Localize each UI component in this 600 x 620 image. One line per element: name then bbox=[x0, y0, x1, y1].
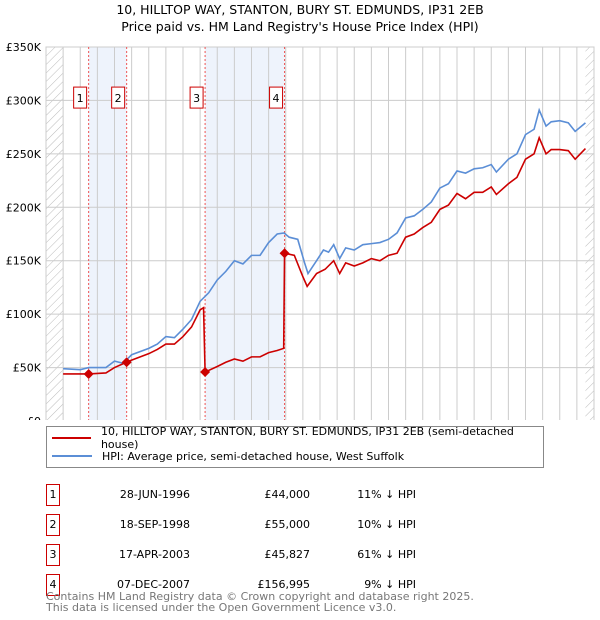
sale-price: £45,827 bbox=[264, 548, 311, 561]
y-tick-label: £150K bbox=[6, 255, 42, 268]
sale-point bbox=[121, 357, 132, 368]
sale-hpi-diff: 61% ↓ HPI bbox=[357, 548, 416, 561]
legend-red-swatch bbox=[52, 437, 91, 439]
sale-date: 17-APR-2003 bbox=[118, 548, 190, 561]
ownership-shade bbox=[205, 47, 285, 420]
ownership-shade bbox=[88, 47, 127, 420]
sale-hpi-diff: 10% ↓ HPI bbox=[357, 518, 416, 531]
y-tick-label: £50K bbox=[13, 362, 42, 375]
sale-date: 28-JUN-1996 bbox=[119, 488, 190, 501]
footer-line-2: This data is licensed under the Open Gov… bbox=[46, 601, 397, 614]
legend: 10, HILLTOP WAY, STANTON, BURY ST. EDMUN… bbox=[46, 425, 544, 468]
price-chart: 1994199519961997199819992000200120022003… bbox=[6, 41, 595, 420]
legend-blue-swatch bbox=[52, 455, 92, 457]
hpi-line bbox=[63, 107, 586, 371]
no-data-hatch bbox=[585, 47, 594, 420]
sale-point bbox=[83, 368, 94, 379]
sale-label: 1 bbox=[77, 92, 84, 105]
y-tick-label: £0 bbox=[27, 415, 41, 420]
y-tick-label: £300K bbox=[6, 94, 42, 107]
price-paid-line bbox=[63, 135, 587, 375]
plot-frame bbox=[45, 46, 595, 420]
sale-price: £55,000 bbox=[264, 518, 311, 531]
sale-number-badge: 3 bbox=[46, 544, 60, 566]
y-tick-label: £350K bbox=[6, 41, 42, 54]
sale-date: 07-DEC-2007 bbox=[116, 578, 190, 591]
sale-date: 18-SEP-1998 bbox=[119, 518, 190, 531]
sale-point bbox=[200, 367, 211, 378]
y-tick-label: £200K bbox=[6, 201, 42, 214]
sale-label-box bbox=[73, 86, 88, 109]
sale-hpi-diff: 9% ↓ HPI bbox=[364, 578, 416, 591]
sale-label-box bbox=[111, 86, 126, 109]
sale-label: 2 bbox=[115, 92, 122, 105]
y-tick-label: £100K bbox=[6, 308, 42, 321]
sale-label-box bbox=[269, 86, 284, 109]
sale-point bbox=[279, 248, 290, 259]
footer-line-1: Contains HM Land Registry data © Crown c… bbox=[46, 590, 474, 603]
chart-subtitle: Price paid vs. HM Land Registry's House … bbox=[121, 19, 479, 34]
sale-price: £156,995 bbox=[257, 578, 311, 591]
sale-number-badge: 4 bbox=[46, 574, 60, 596]
chart-title: 10, HILLTOP WAY, STANTON, BURY ST. EDMUN… bbox=[116, 2, 484, 17]
sale-number-badge: 1 bbox=[46, 484, 60, 506]
legend-property: 10, HILLTOP WAY, STANTON, BURY ST. EDMUN… bbox=[100, 425, 514, 451]
sale-price: £44,000 bbox=[264, 488, 311, 501]
sale-label: 3 bbox=[193, 92, 200, 105]
sale-label: 4 bbox=[273, 92, 280, 105]
sale-number-badge: 2 bbox=[46, 514, 60, 536]
sale-label-box bbox=[189, 86, 204, 109]
sale-hpi-diff: 11% ↓ HPI bbox=[357, 488, 416, 501]
y-tick-label: £250K bbox=[6, 148, 42, 161]
no-data-hatch bbox=[46, 47, 64, 420]
legend-hpi: HPI: Average price, semi-detached house,… bbox=[102, 449, 405, 463]
